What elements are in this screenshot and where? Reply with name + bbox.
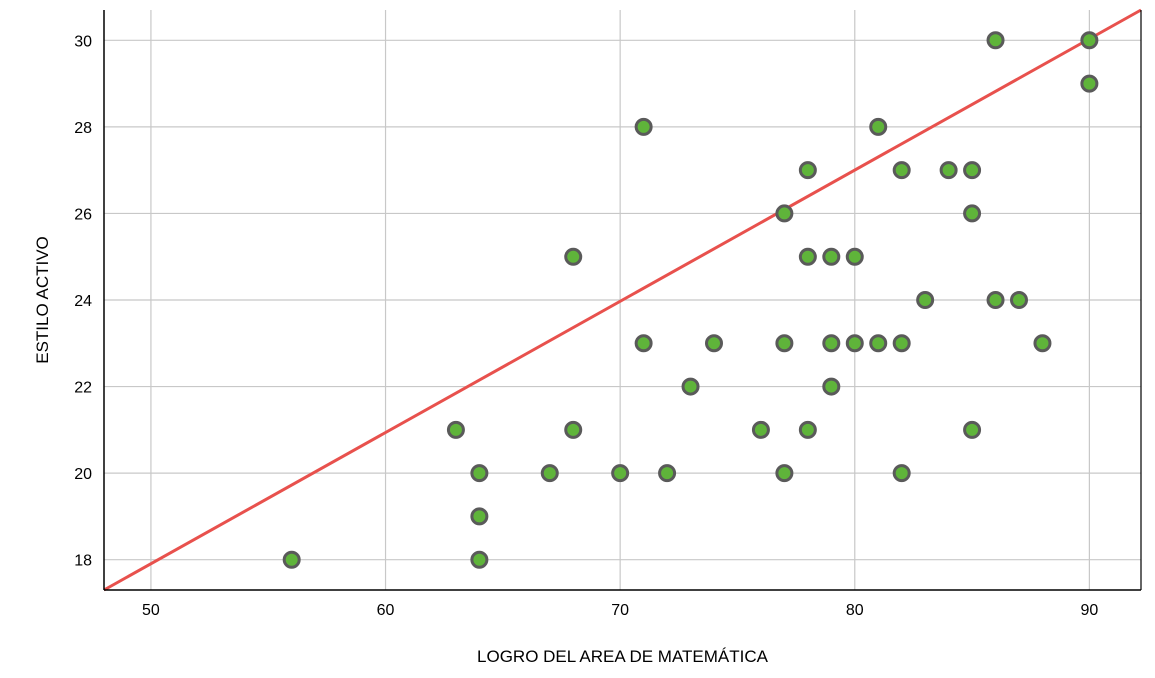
data-point — [540, 464, 559, 483]
data-point — [963, 161, 982, 180]
y-tick-label: 28 — [74, 120, 92, 137]
x-tick-label: 80 — [846, 602, 864, 619]
y-axis-title: ESTILO ACTIVO — [33, 236, 52, 364]
data-point — [892, 334, 911, 353]
data-point — [282, 550, 301, 569]
data-point — [892, 161, 911, 180]
data-point — [892, 464, 911, 483]
data-point — [681, 377, 700, 396]
y-tick-label: 18 — [74, 553, 92, 570]
data-point — [775, 204, 794, 223]
data-point — [963, 420, 982, 439]
data-point — [869, 117, 888, 136]
data-point — [869, 334, 888, 353]
data-point — [845, 247, 864, 266]
data-point — [986, 291, 1005, 309]
data-point — [798, 420, 817, 439]
data-point — [916, 291, 935, 309]
data-point — [470, 464, 489, 483]
data-point — [470, 550, 489, 569]
data-point — [845, 334, 864, 353]
y-tick-label: 20 — [74, 466, 92, 483]
data-point — [658, 464, 677, 483]
data-point — [822, 334, 841, 353]
data-point — [634, 117, 653, 136]
data-point — [1080, 31, 1099, 50]
data-point — [634, 334, 653, 353]
x-axis-title: LOGRO DEL AREA DE MATEMÁTICA — [477, 647, 769, 666]
data-point — [1080, 74, 1099, 93]
data-point — [822, 377, 841, 396]
data-points — [282, 31, 1099, 569]
data-point — [564, 247, 583, 266]
x-tick-label: 90 — [1080, 602, 1098, 619]
data-point — [470, 507, 489, 526]
data-point — [751, 420, 770, 439]
data-point — [939, 161, 958, 180]
data-point — [1010, 291, 1028, 309]
data-point — [775, 464, 794, 483]
data-point — [986, 31, 1005, 50]
x-tick-label: 50 — [142, 602, 160, 619]
y-tick-label: 22 — [74, 380, 92, 397]
data-point — [1033, 334, 1052, 353]
x-tick-label: 70 — [611, 602, 629, 619]
y-tick-label: 24 — [74, 293, 92, 310]
reference-line-layer — [103, 8, 1142, 592]
axes — [103, 10, 1142, 591]
tick-labels: 50 60 70 80 90 18 20 22 24 26 28 30 — [74, 33, 1098, 619]
data-point — [963, 204, 982, 223]
data-point — [611, 464, 630, 483]
data-point — [822, 247, 841, 266]
data-point — [705, 334, 723, 353]
y-tick-label: 26 — [74, 206, 92, 223]
y-tick-label: 30 — [74, 33, 92, 50]
data-point — [798, 161, 817, 180]
data-point — [775, 334, 794, 353]
data-point — [446, 420, 465, 439]
reference-line — [103, 8, 1142, 592]
data-point — [798, 247, 817, 266]
data-point — [564, 420, 583, 439]
x-tick-label: 60 — [377, 602, 395, 619]
